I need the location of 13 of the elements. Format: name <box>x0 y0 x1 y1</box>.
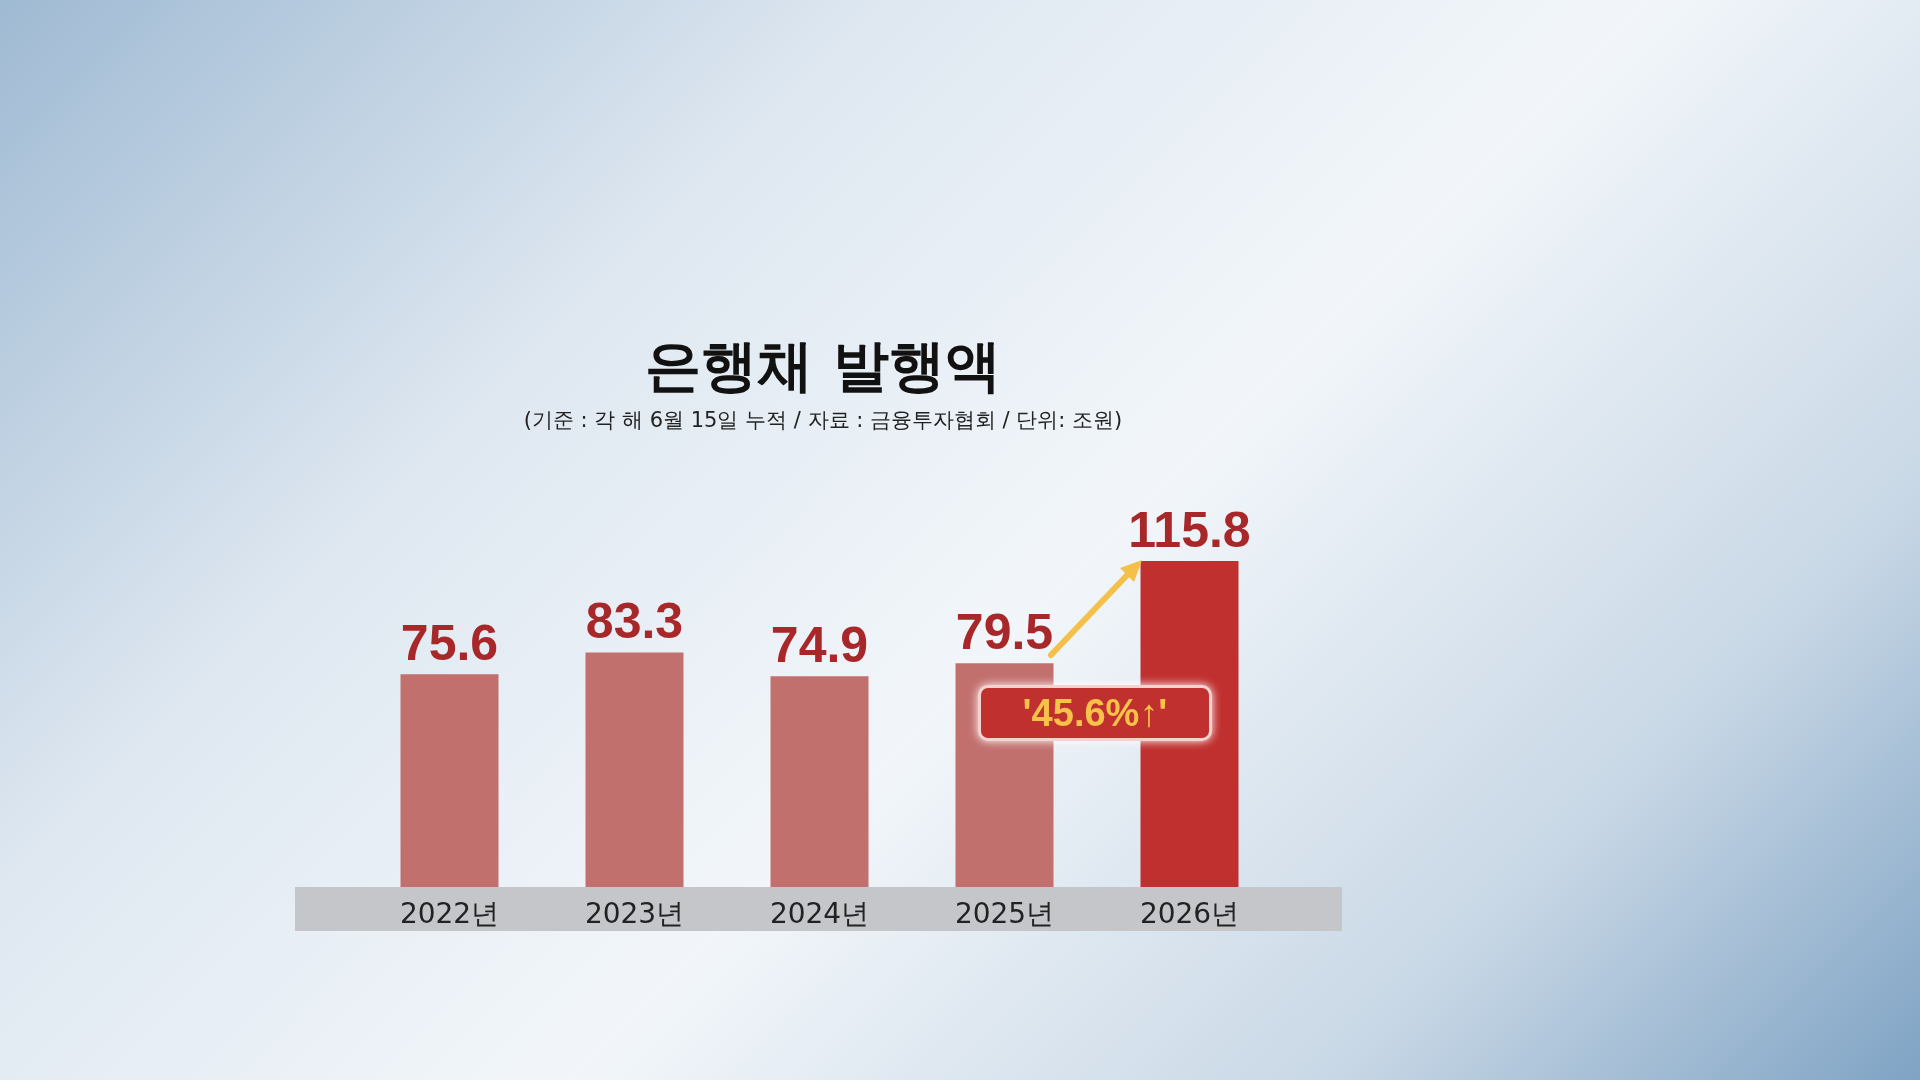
data-label: 115.8 <box>1128 502 1251 558</box>
chart-title: 은행채 발행액 <box>645 332 1001 398</box>
data-label: 79.5 <box>955 604 1054 661</box>
x-tick-label: 2024년 <box>769 896 870 930</box>
annotation: '45.6%↑' <box>978 685 1212 741</box>
data-label: 83.3 <box>585 593 684 650</box>
x-tick-label: 2026년 <box>1139 896 1240 930</box>
x-tick-label: 2025년 <box>954 896 1055 930</box>
data-label: 75.6 <box>400 615 499 672</box>
x-tick-label: 2023년 <box>584 896 685 930</box>
chart-subtitle: (기준 : 각 해 6월 15일 누적 / 자료 : 금융투자협회 / 단위: 조원) <box>523 407 1123 432</box>
data-label: 74.9 <box>770 617 869 674</box>
x-tick-label: 2022년 <box>399 896 500 930</box>
